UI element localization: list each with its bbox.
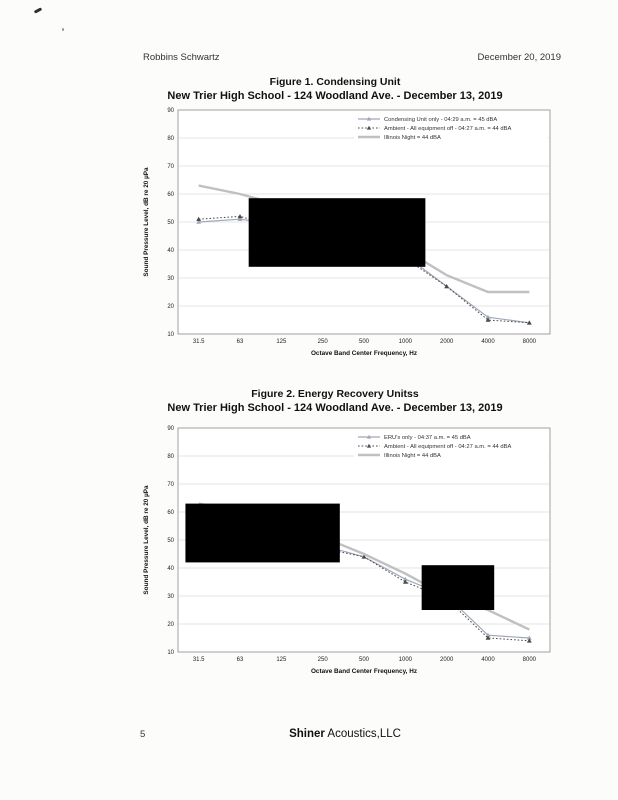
x-tick-label: 8000 (523, 339, 537, 345)
legend-label: Condensing Unit only - 04:29 a.m. = 45 d… (384, 117, 497, 123)
figure-2-title: Figure 2. Energy Recovery Unitss (251, 388, 419, 400)
series-marker (361, 554, 367, 559)
series-marker (485, 635, 491, 640)
y-tick-label: 80 (167, 454, 174, 460)
legend-marker (366, 443, 372, 448)
page-number: 5 (140, 729, 146, 740)
footer-company-name: Shiner (289, 728, 325, 740)
x-tick-label: 2000 (440, 657, 454, 663)
figure-1-subtitle: New Trier High School - 124 Woodland Ave… (167, 90, 503, 102)
legend-marker (366, 116, 372, 121)
series-marker (526, 635, 532, 640)
legend-label: Illinois Night = 44 dBA (384, 453, 441, 459)
figure-2-subtitle: New Trier High School - 124 Woodland Ave… (167, 402, 503, 414)
y-tick-label: 60 (167, 510, 174, 516)
legend-label: Ambient - All equipment off - 04:27 a.m.… (384, 126, 511, 132)
figure-1-heading: Figure 1. Condensing Unit New Trier High… (95, 76, 575, 102)
y-tick-label: 30 (167, 594, 174, 600)
x-tick-label: 250 (318, 657, 329, 663)
series-marker (402, 576, 408, 581)
y-tick-label: 80 (167, 136, 174, 142)
series-marker (485, 632, 491, 637)
x-tick-label: 125 (276, 339, 287, 345)
series-marker (485, 314, 491, 319)
y-tick-label: 90 (167, 108, 174, 114)
series-marker (526, 320, 532, 325)
series-marker (196, 219, 202, 224)
legend-label: ERU's only - 04:37 a.m. = 45 dBA (384, 435, 471, 441)
redaction-box (185, 503, 340, 563)
x-tick-label: 500 (359, 657, 370, 663)
x-tick-label: 1000 (399, 339, 413, 345)
x-tick-label: 31.5 (193, 657, 205, 663)
series-marker (485, 317, 491, 322)
x-tick-label: 4000 (481, 657, 495, 663)
x-axis-title: Octave Band Center Frequency, Hz (311, 350, 417, 357)
series-marker (402, 579, 408, 584)
scan-artifact-mark (33, 7, 43, 14)
y-tick-label: 10 (167, 650, 174, 656)
x-tick-label: 125 (276, 657, 287, 663)
footer-company-suffix: Acoustics,LLC (324, 728, 401, 740)
y-axis-title: Sound Pressure Level, dB re 20 µPa (143, 167, 150, 277)
figure-2-chart: 10 20 30 40 50 60 70 80 90 31.5 63 125 250 500 1000 200… (138, 420, 568, 692)
redaction-box (248, 198, 426, 267)
chart-svg: 10 20 30 40 50 60 70 80 90 31.5 63 125 250 500 1000 200… (143, 108, 551, 357)
footer-company: Shiner Acoustics,LLC (95, 728, 595, 740)
chart-svg: 10 20 30 40 50 60 70 80 90 31.5 63 125 250 500 1000 200… (143, 426, 551, 675)
y-tick-label: 30 (167, 276, 174, 282)
series-marker (196, 216, 202, 221)
y-tick-label: 20 (167, 622, 174, 628)
x-tick-label: 500 (359, 339, 370, 345)
x-tick-label: 1000 (399, 657, 413, 663)
y-axis-title: Sound Pressure Level, dB re 20 µPa (143, 485, 150, 595)
x-tick-label: 63 (237, 657, 244, 663)
y-tick-label: 20 (167, 304, 174, 310)
legend-marker (366, 434, 372, 439)
legend-marker (366, 125, 372, 130)
figure-1-title: Figure 1. Condensing Unit (269, 76, 401, 88)
y-tick-label: 70 (167, 482, 174, 488)
y-tick-label: 40 (167, 566, 174, 572)
series-marker (237, 214, 243, 219)
x-tick-label: 8000 (523, 657, 537, 663)
y-tick-label: 50 (167, 220, 174, 226)
legend-label: Ambient - All equipment off - 04:27 a.m.… (384, 444, 511, 450)
scan-artifact-dot (62, 28, 64, 31)
legend-box (354, 113, 548, 145)
figure-1-chart: 10 20 30 40 50 60 70 80 90 31.5 63 125 250 500 1000 200… (138, 102, 568, 374)
series-marker (237, 216, 243, 221)
x-axis-title: Octave Band Center Frequency, Hz (311, 668, 417, 675)
series-marker (444, 284, 450, 289)
legend-box (354, 431, 548, 463)
header-date: December 20, 2019 (477, 52, 561, 63)
y-tick-label: 60 (167, 192, 174, 198)
x-tick-label: 4000 (481, 339, 495, 345)
y-tick-label: 90 (167, 426, 174, 432)
figure-2-heading: Figure 2. Energy Recovery Unitss New Tri… (95, 388, 575, 414)
x-tick-label: 63 (237, 339, 244, 345)
y-tick-label: 50 (167, 538, 174, 544)
y-tick-label: 10 (167, 332, 174, 338)
x-tick-label: 2000 (440, 339, 454, 345)
x-tick-label: 250 (318, 339, 329, 345)
header-author: Robbins Schwartz (143, 52, 220, 63)
y-tick-label: 70 (167, 164, 174, 170)
legend-label: Illinois Night = 44 dBA (384, 135, 441, 141)
redaction-box (421, 565, 495, 610)
x-tick-label: 31.5 (193, 339, 205, 345)
series-marker (526, 638, 532, 643)
y-tick-label: 40 (167, 248, 174, 254)
